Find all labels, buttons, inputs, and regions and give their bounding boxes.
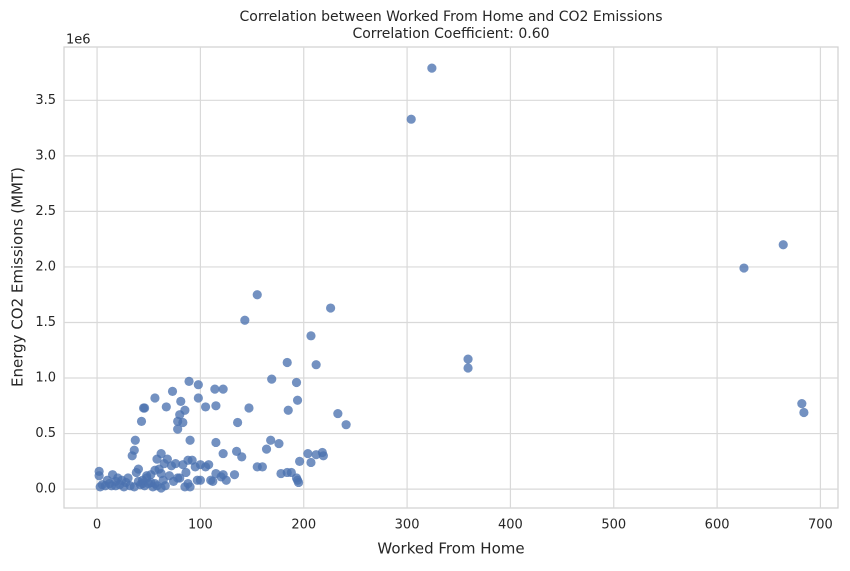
point xyxy=(311,360,321,370)
point xyxy=(303,448,313,459)
point xyxy=(252,290,262,300)
point xyxy=(95,482,105,492)
point xyxy=(318,451,328,461)
point xyxy=(244,403,254,413)
y-axis-label: Energy CO2 Emissions (MMT) xyxy=(9,167,27,387)
point xyxy=(261,444,272,454)
y-tick-label: 2.0 xyxy=(35,259,56,274)
grid xyxy=(64,47,838,508)
point xyxy=(171,458,181,469)
point xyxy=(218,384,228,394)
marks xyxy=(94,63,809,493)
point xyxy=(178,417,188,428)
point xyxy=(211,437,221,448)
point xyxy=(173,473,183,483)
x-tick-label: 0 xyxy=(93,518,101,533)
point xyxy=(158,475,168,485)
point xyxy=(131,467,141,478)
chart-subtitle: Correlation Coefficient: 0.60 xyxy=(352,26,549,42)
point xyxy=(463,363,473,373)
point xyxy=(204,460,214,470)
x-tick-label: 600 xyxy=(705,518,730,533)
point xyxy=(200,402,211,412)
point xyxy=(252,462,262,472)
point xyxy=(292,475,303,485)
point xyxy=(237,452,247,462)
plot-area xyxy=(63,46,839,509)
point xyxy=(150,393,160,403)
y-tick-label: 1.0 xyxy=(35,371,56,386)
point xyxy=(218,448,228,459)
point xyxy=(221,475,231,485)
point xyxy=(130,435,140,445)
point xyxy=(311,450,321,460)
point xyxy=(181,467,191,478)
point xyxy=(208,476,218,486)
point xyxy=(176,396,186,406)
point xyxy=(136,416,147,426)
point xyxy=(406,114,416,124)
point xyxy=(276,468,286,479)
point xyxy=(341,420,351,430)
point xyxy=(295,456,305,466)
y-offset-label: 1e6 xyxy=(66,33,91,48)
point xyxy=(427,63,437,73)
y-tick-label: 2.5 xyxy=(35,204,56,219)
x-tick-label: 500 xyxy=(601,518,626,533)
point xyxy=(799,407,809,418)
x-tick-label: 200 xyxy=(291,518,316,533)
point xyxy=(306,457,316,468)
point xyxy=(211,401,221,411)
point xyxy=(140,403,150,413)
point xyxy=(185,435,195,445)
point xyxy=(146,477,156,488)
point xyxy=(185,482,195,492)
point xyxy=(306,331,316,341)
y-tick-label: 3.0 xyxy=(35,148,56,163)
point xyxy=(229,470,240,480)
point xyxy=(282,357,292,368)
point xyxy=(178,460,188,470)
point xyxy=(240,315,250,325)
point xyxy=(184,376,194,386)
point xyxy=(283,405,293,415)
point xyxy=(463,354,473,364)
point xyxy=(739,263,749,273)
point xyxy=(326,303,336,313)
y-tick-label: 3.5 xyxy=(35,93,56,108)
x-tick-label: 700 xyxy=(808,518,833,533)
point xyxy=(333,408,343,419)
point xyxy=(292,395,303,405)
point xyxy=(94,471,104,481)
point xyxy=(797,398,807,409)
point xyxy=(152,454,162,464)
point xyxy=(193,380,203,390)
y-tick-label: 0.5 xyxy=(35,426,56,441)
x-axis-label: Worked From Home xyxy=(377,540,524,558)
point xyxy=(195,475,206,485)
point xyxy=(267,374,277,384)
x-tick-label: 300 xyxy=(395,518,420,533)
x-tick-label: 400 xyxy=(498,518,523,533)
point xyxy=(162,454,172,464)
point xyxy=(211,468,221,479)
point xyxy=(210,384,220,394)
point xyxy=(193,393,203,403)
point xyxy=(233,417,243,428)
point xyxy=(129,445,139,455)
point xyxy=(291,377,302,388)
point xyxy=(173,424,183,434)
point xyxy=(274,438,284,449)
y-tick-label: 1.5 xyxy=(35,315,56,330)
y-tick-label: 0.0 xyxy=(35,482,56,497)
point xyxy=(266,435,276,445)
point xyxy=(778,240,788,250)
point xyxy=(167,386,178,396)
point xyxy=(133,476,144,486)
x-tick-label: 100 xyxy=(188,518,213,533)
chart-title: Correlation between Worked From Home and… xyxy=(240,9,663,25)
point xyxy=(161,402,171,412)
